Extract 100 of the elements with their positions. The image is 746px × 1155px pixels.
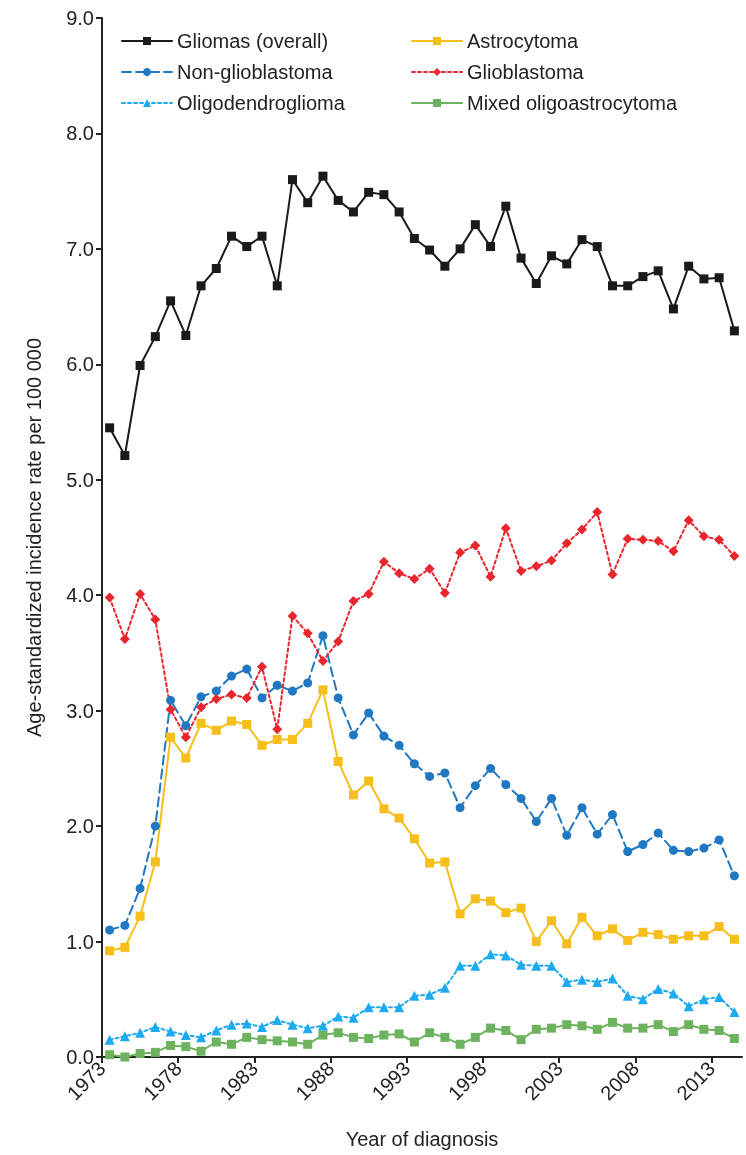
point <box>440 1032 450 1042</box>
point <box>287 1037 297 1047</box>
point <box>120 920 130 930</box>
point <box>166 296 176 306</box>
point <box>501 908 511 918</box>
point <box>105 1050 115 1060</box>
point <box>455 1039 465 1049</box>
point <box>104 592 115 603</box>
point <box>394 568 405 579</box>
point <box>425 1028 435 1038</box>
point <box>409 990 420 1001</box>
point <box>562 830 572 840</box>
point <box>227 231 237 241</box>
point <box>714 534 725 545</box>
point <box>287 611 298 621</box>
point <box>257 740 267 750</box>
point <box>516 959 527 970</box>
point <box>470 781 480 791</box>
point <box>577 912 587 922</box>
point <box>363 589 374 600</box>
point <box>303 678 313 688</box>
point <box>257 1035 267 1045</box>
point <box>684 261 694 271</box>
point <box>272 724 283 735</box>
point <box>394 207 404 217</box>
point <box>592 242 602 252</box>
point <box>333 1028 343 1038</box>
point <box>638 927 648 937</box>
point <box>562 939 572 949</box>
point <box>485 571 496 582</box>
point <box>516 1035 526 1045</box>
point <box>379 731 389 741</box>
point <box>165 704 176 715</box>
point <box>287 1019 298 1030</box>
point <box>409 234 419 243</box>
point <box>455 960 466 971</box>
point <box>364 776 374 786</box>
point <box>394 740 404 750</box>
point <box>287 686 297 696</box>
point <box>257 661 267 672</box>
point <box>439 587 450 598</box>
y-tick-label: 1.0 <box>66 930 94 953</box>
point <box>547 793 557 803</box>
point <box>378 556 389 567</box>
point <box>333 636 344 647</box>
point <box>623 281 633 291</box>
point <box>607 281 617 291</box>
point <box>607 810 617 820</box>
point <box>562 1020 572 1030</box>
legend-label: Astrocytoma <box>467 30 580 52</box>
point <box>562 259 572 269</box>
point <box>592 829 602 839</box>
point <box>516 793 526 803</box>
point <box>394 1002 405 1013</box>
point <box>439 982 450 993</box>
point <box>622 533 633 544</box>
point <box>729 871 739 881</box>
point <box>196 702 207 713</box>
point <box>653 983 664 994</box>
point <box>135 1049 145 1059</box>
point <box>683 515 694 526</box>
point <box>241 692 252 703</box>
point <box>303 198 313 208</box>
point <box>181 330 191 340</box>
legend-label: Gliomas (overall) <box>177 30 329 52</box>
point <box>440 857 450 867</box>
point <box>180 732 191 743</box>
point <box>638 272 648 282</box>
point <box>227 1039 237 1049</box>
point <box>348 1032 358 1042</box>
point <box>455 244 465 254</box>
point <box>668 845 678 855</box>
point <box>683 1001 694 1012</box>
point <box>272 281 282 291</box>
point <box>638 840 648 850</box>
point <box>546 555 557 566</box>
point <box>547 916 557 926</box>
point <box>714 273 724 283</box>
point <box>348 730 358 740</box>
point <box>577 235 587 245</box>
point <box>318 171 328 181</box>
point <box>668 934 678 944</box>
y-axis-title: Age-standardized incidence rate per 100 000 <box>23 337 45 738</box>
point <box>150 857 160 867</box>
point <box>226 1019 237 1030</box>
point <box>120 451 130 461</box>
point <box>181 721 191 731</box>
point <box>623 935 633 945</box>
point <box>378 1002 389 1013</box>
y-tick-label: 4.0 <box>66 584 94 607</box>
point <box>424 989 435 1000</box>
point <box>486 896 496 906</box>
point <box>653 535 664 546</box>
point <box>135 911 145 921</box>
point <box>333 756 343 766</box>
point <box>531 279 541 289</box>
point <box>699 843 709 853</box>
point <box>637 994 648 1005</box>
y-tick-label: 3.0 <box>66 699 94 722</box>
point <box>516 565 527 576</box>
